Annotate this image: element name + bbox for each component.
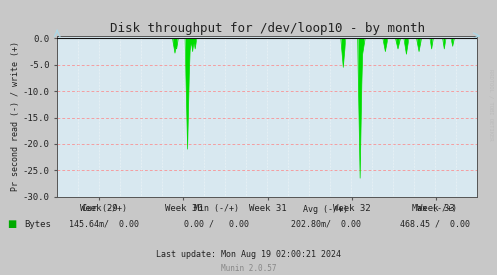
Text: Avg (-/+): Avg (-/+) (303, 205, 348, 213)
Text: Munin 2.0.57: Munin 2.0.57 (221, 265, 276, 273)
Text: Max (-/+): Max (-/+) (413, 205, 457, 213)
Text: 468.45 /  0.00: 468.45 / 0.00 (400, 220, 470, 229)
Text: Bytes: Bytes (24, 220, 51, 229)
Text: 145.64m/  0.00: 145.64m/ 0.00 (70, 220, 139, 229)
Text: Last update: Mon Aug 19 02:00:21 2024: Last update: Mon Aug 19 02:00:21 2024 (156, 250, 341, 259)
Text: Min (-/+): Min (-/+) (194, 205, 239, 213)
Title: Disk throughput for /dev/loop10 - by month: Disk throughput for /dev/loop10 - by mon… (110, 21, 424, 35)
Text: ■: ■ (7, 219, 17, 229)
Text: 0.00 /   0.00: 0.00 / 0.00 (184, 220, 248, 229)
Text: Cur (-/+): Cur (-/+) (82, 205, 127, 213)
Text: 202.80m/  0.00: 202.80m/ 0.00 (291, 220, 360, 229)
Y-axis label: Pr second read (-) / write (+): Pr second read (-) / write (+) (11, 41, 20, 191)
Text: RRDTOOL / TOBI OETIKER: RRDTOOL / TOBI OETIKER (489, 69, 494, 140)
